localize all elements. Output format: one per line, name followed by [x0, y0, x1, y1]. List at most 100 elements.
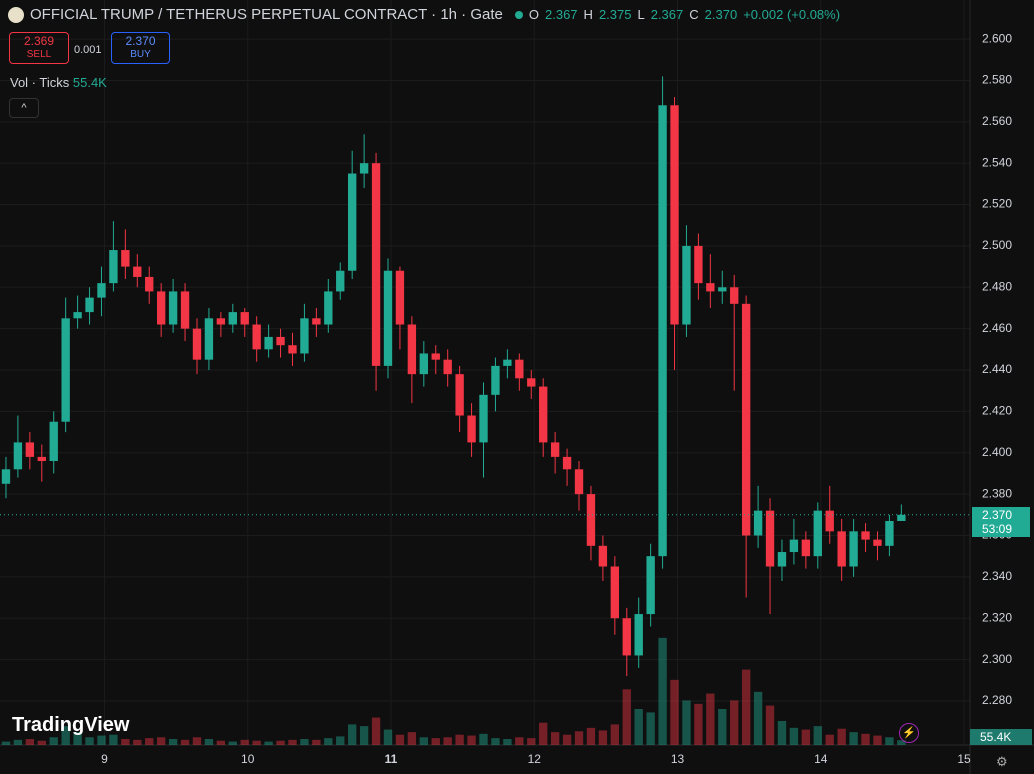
volume-bar — [13, 739, 23, 745]
candle-body — [527, 378, 536, 387]
candle-body — [718, 287, 727, 292]
candle-body — [133, 266, 142, 277]
candle-body — [550, 442, 560, 457]
symbol-title[interactable]: OFFICIAL TRUMP / TETHERUS PERPETUAL CONT… — [30, 6, 503, 23]
y-tick-label: 2.520 — [982, 197, 1012, 211]
volume-bar — [694, 703, 703, 745]
candle-body — [694, 245, 703, 284]
volume-bar — [228, 741, 237, 745]
candle-body — [73, 312, 82, 319]
volume-bar — [598, 730, 608, 745]
volume-bar — [109, 734, 118, 745]
lightning-button[interactable]: ⚡ — [899, 723, 919, 743]
volume-bar — [73, 732, 82, 745]
candle-body — [204, 318, 214, 360]
volume-bar — [873, 735, 882, 745]
candle-body — [192, 328, 202, 360]
volume-bar — [371, 717, 381, 745]
countdown: 53:09 — [982, 521, 1013, 536]
candle-body — [97, 283, 106, 298]
l-label: L — [637, 7, 645, 22]
volume-bar — [789, 727, 799, 745]
volume-bar — [264, 741, 273, 745]
volume-bar — [192, 737, 202, 745]
candle-body — [1, 469, 11, 484]
sell-button[interactable]: 2.369 SELL — [9, 32, 69, 64]
volume-legend: Vol · Ticks 55.4K — [10, 75, 107, 90]
candle-body — [455, 374, 464, 416]
volume-bar — [479, 733, 488, 745]
buy-button[interactable]: 2.370 BUY — [111, 32, 170, 64]
y-tick-label: 2.500 — [982, 238, 1012, 252]
change: +0.002 (+0.08%) — [743, 7, 841, 22]
o-value: 2.367 — [545, 7, 578, 22]
y-tick-label: 2.580 — [982, 73, 1012, 87]
candle-body — [85, 297, 94, 313]
candle-body — [371, 163, 381, 366]
candle-body — [348, 173, 357, 271]
candle-body — [228, 312, 237, 325]
symbol-icon — [8, 6, 24, 23]
c-value: 2.370 — [704, 7, 738, 22]
candle-body — [646, 556, 655, 615]
y-tick-label: 2.440 — [982, 362, 1012, 376]
settings-icon[interactable]: ⚙ — [996, 754, 1008, 769]
volume-bar — [359, 726, 369, 745]
y-tick-label: 2.460 — [982, 321, 1012, 335]
volume-bar — [813, 726, 822, 745]
y-tick-label: 2.560 — [982, 114, 1012, 128]
volume-bar — [431, 738, 440, 745]
candle-body — [419, 353, 428, 375]
buy-label: BUY — [130, 49, 151, 60]
candle-body — [873, 539, 882, 546]
status-dot — [514, 10, 523, 19]
candle-body — [503, 359, 512, 366]
candle-body — [49, 421, 58, 462]
buy-price: 2.370 — [125, 34, 156, 48]
volume-bar — [276, 740, 285, 745]
volume-bar — [240, 739, 249, 745]
candle-body — [359, 163, 369, 174]
volume-bar — [300, 739, 309, 745]
candle-body — [61, 318, 70, 422]
collapse-button[interactable]: ^ — [9, 98, 39, 118]
y-tick-label: 2.300 — [982, 652, 1012, 666]
volume-bar — [706, 693, 715, 745]
y-tick-label: 2.380 — [982, 486, 1012, 500]
candle-body — [383, 270, 393, 366]
volume-bar — [586, 727, 596, 745]
volume-bar — [718, 709, 727, 745]
volume-bar — [204, 739, 214, 745]
y-tick-label: 2.340 — [982, 569, 1012, 583]
y-tick-label: 2.480 — [982, 279, 1012, 293]
volume-bar — [455, 734, 464, 745]
volume-bar — [383, 729, 393, 745]
volume-bar — [753, 691, 763, 745]
candle-body — [765, 510, 775, 567]
volume-bar — [312, 739, 321, 745]
volume-bar — [25, 739, 35, 745]
l-value: 2.367 — [650, 7, 684, 22]
sell-price: 2.369 — [23, 34, 55, 48]
candle-body — [156, 291, 166, 325]
volume-bar — [395, 734, 405, 745]
volume-bar — [443, 737, 452, 745]
candle-body — [837, 531, 846, 567]
candle-body — [730, 287, 739, 304]
candle-body — [515, 359, 524, 379]
candle-body — [407, 324, 417, 375]
volume-bar — [670, 679, 679, 745]
candle-body — [741, 303, 751, 536]
volume-bar — [527, 738, 536, 745]
volume-bar — [49, 737, 58, 745]
volume-bar — [85, 737, 94, 745]
candle-body — [491, 365, 500, 395]
volume-bar — [897, 740, 906, 745]
volume-bar — [837, 728, 846, 745]
candle-body — [216, 318, 226, 325]
volume-bar — [336, 736, 345, 745]
volume-bar — [634, 709, 643, 745]
candle-body — [610, 566, 620, 619]
